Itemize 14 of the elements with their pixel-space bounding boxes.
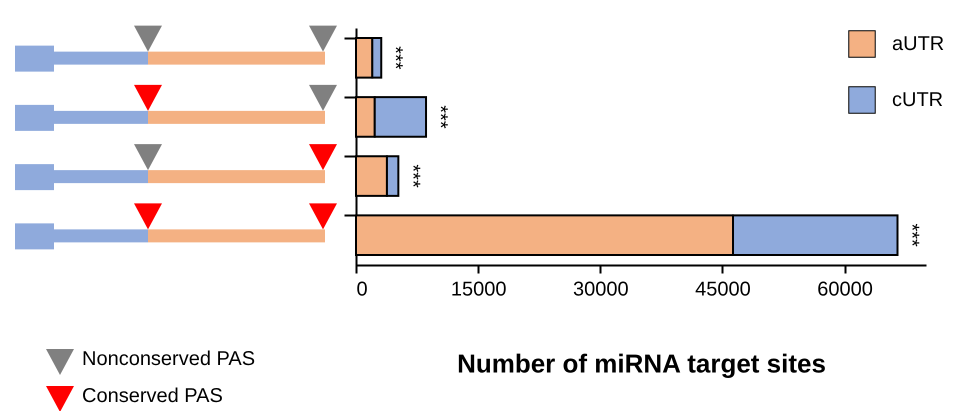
x-tick-label: 15000 xyxy=(450,278,506,300)
annotation: *** xyxy=(384,46,406,70)
text: Nonconserved PAS xyxy=(82,348,256,371)
x-tick-label: 0 xyxy=(356,278,368,300)
annotation: *** xyxy=(900,223,922,248)
annotation: *** xyxy=(401,164,424,188)
x-tick-label: 30000 xyxy=(572,278,629,300)
x-tick-label: 45000 xyxy=(695,278,751,300)
legend-label: aUTR xyxy=(892,33,944,55)
annotation: *** xyxy=(429,105,452,129)
text: Conserved PAS xyxy=(82,385,223,408)
x-axis-title: Number of miRNA target sites xyxy=(457,348,826,378)
x-tick-label: 60000 xyxy=(817,278,873,300)
legend-label: cUTR xyxy=(892,89,944,111)
